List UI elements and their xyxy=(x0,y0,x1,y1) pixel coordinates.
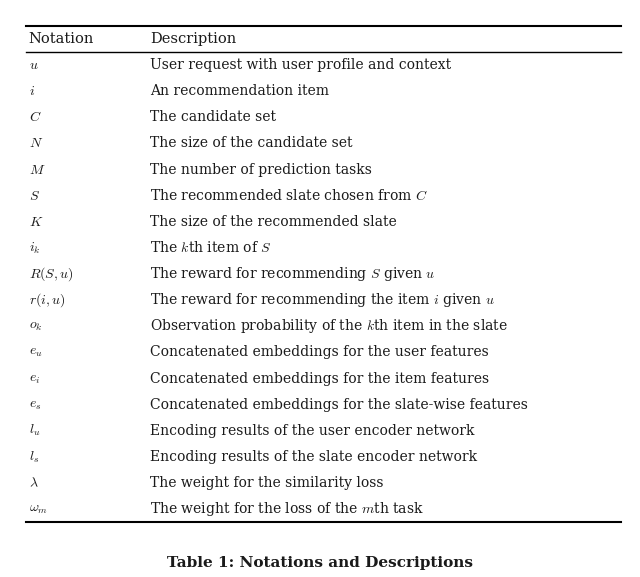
Text: Observation probability of the $k$th item in the slate: Observation probability of the $k$th ite… xyxy=(150,317,508,335)
Text: The size of the candidate set: The size of the candidate set xyxy=(150,137,353,151)
Text: Concatenated embeddings for the user features: Concatenated embeddings for the user fea… xyxy=(150,346,489,359)
Text: The $k$th item of $S$: The $k$th item of $S$ xyxy=(150,241,272,256)
Text: The size of the recommended slate: The size of the recommended slate xyxy=(150,215,397,229)
Text: $N$: $N$ xyxy=(29,137,43,151)
Text: Concatenated embeddings for the slate-wise features: Concatenated embeddings for the slate-wi… xyxy=(150,398,528,411)
Text: $i$: $i$ xyxy=(29,84,35,98)
Text: Table 1: Notations and Descriptions: Table 1: Notations and Descriptions xyxy=(167,556,473,569)
Text: User request with user profile and context: User request with user profile and conte… xyxy=(150,58,452,72)
Text: $i_k$: $i_k$ xyxy=(29,240,40,256)
Text: The candidate set: The candidate set xyxy=(150,110,276,125)
Text: $\omega_m$: $\omega_m$ xyxy=(29,502,48,516)
Text: Notation: Notation xyxy=(29,32,94,46)
Text: Encoding results of the user encoder network: Encoding results of the user encoder net… xyxy=(150,424,475,438)
Text: $C$: $C$ xyxy=(29,110,42,125)
Text: The weight for the loss of the $m$th task: The weight for the loss of the $m$th tas… xyxy=(150,500,424,518)
Text: $l_s$: $l_s$ xyxy=(29,449,39,464)
Text: Concatenated embeddings for the item features: Concatenated embeddings for the item fea… xyxy=(150,372,490,385)
Text: $l_u$: $l_u$ xyxy=(29,423,40,439)
Text: $e_i$: $e_i$ xyxy=(29,372,40,385)
Text: $K$: $K$ xyxy=(29,215,43,229)
Text: $M$: $M$ xyxy=(29,163,45,177)
Text: The number of prediction tasks: The number of prediction tasks xyxy=(150,163,372,177)
Text: $o_k$: $o_k$ xyxy=(29,319,42,334)
Text: The reward for recommending $S$ given $u$: The reward for recommending $S$ given $u… xyxy=(150,265,436,283)
Text: $r(i,u)$: $r(i,u)$ xyxy=(29,291,65,309)
Text: $\lambda$: $\lambda$ xyxy=(29,476,38,490)
Text: $e_u$: $e_u$ xyxy=(29,346,42,359)
Text: $R(S,u)$: $R(S,u)$ xyxy=(29,265,74,283)
Text: $e_s$: $e_s$ xyxy=(29,398,42,411)
Text: $S$: $S$ xyxy=(29,189,40,203)
Text: Encoding results of the slate encoder network: Encoding results of the slate encoder ne… xyxy=(150,450,477,464)
Text: The weight for the similarity loss: The weight for the similarity loss xyxy=(150,476,384,490)
Text: The reward for recommending the item $i$ given $u$: The reward for recommending the item $i$… xyxy=(150,291,495,309)
Text: An recommendation item: An recommendation item xyxy=(150,84,330,98)
Text: $u$: $u$ xyxy=(29,58,38,72)
Text: Description: Description xyxy=(150,32,237,46)
Text: The recommended slate chosen from $C$: The recommended slate chosen from $C$ xyxy=(150,188,428,203)
